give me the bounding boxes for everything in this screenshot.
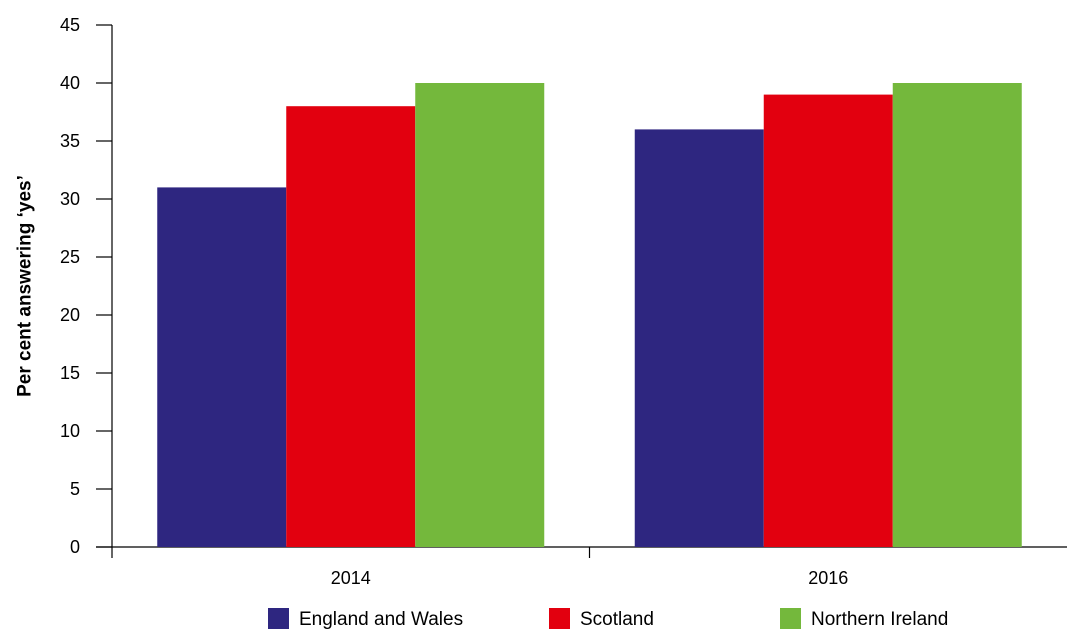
bar [286,106,416,547]
legend: England and Wales Scotland Northern Irelan… [268,608,948,630]
y-tick-label: 35 [60,131,80,151]
legend-item: Northern Ireland [780,608,948,630]
legend-swatch [549,608,570,629]
y-tick-label: 30 [60,189,80,209]
y-tick-label: 20 [60,305,80,325]
y-tick-label: 0 [70,537,80,557]
y-tick-label: 5 [70,479,80,499]
legend-swatch [268,608,289,629]
bar [892,83,1022,547]
bars [157,83,1022,547]
legend-label: England and Wales [299,609,463,630]
bar [415,83,545,547]
x-tick-label: 2014 [331,568,371,588]
y-axis: 0 5 10 15 20 25 30 35 40 45 [60,15,113,557]
y-tick-label: 40 [60,73,80,93]
legend-label: Scotland [580,609,654,630]
y-tick-label: 15 [60,363,80,383]
legend-label: Northern Ireland [811,609,948,630]
bar [157,187,287,547]
x-tick-label: 2016 [808,568,848,588]
y-tick-label: 25 [60,247,80,267]
y-tick-label: 45 [60,15,80,35]
y-axis-title: Per cent answering ‘yes’ [15,175,36,397]
y-tick-label: 10 [60,421,80,441]
bar [763,94,893,547]
x-axis: 2014 2016 [96,546,1067,588]
legend-item: Scotland [549,608,654,630]
legend-swatch [780,608,801,629]
bar [634,129,764,547]
legend-item: England and Wales [268,608,463,630]
